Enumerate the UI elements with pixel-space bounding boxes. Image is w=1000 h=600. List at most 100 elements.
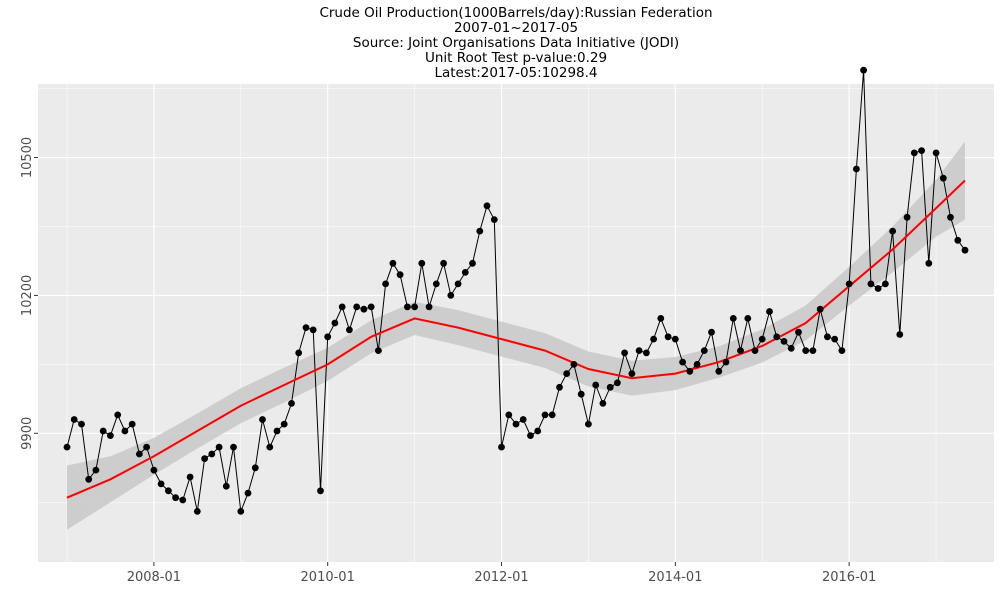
data-point (910, 149, 918, 157)
data-point (389, 259, 397, 267)
data-point (85, 475, 93, 483)
data-point (295, 349, 303, 357)
data-point (165, 487, 172, 495)
data-point (548, 411, 556, 419)
data-point (143, 443, 151, 451)
data-point (230, 443, 237, 451)
data-point (179, 496, 187, 504)
data-point (331, 319, 339, 327)
data-point (773, 333, 781, 341)
confidence-band (67, 141, 965, 530)
data-point (751, 347, 759, 354)
x-tick-label: 2012-01 (474, 570, 528, 585)
data-point (679, 358, 686, 366)
data-point (172, 494, 180, 502)
data-point (737, 347, 744, 354)
data-point (483, 202, 491, 210)
data-point (324, 333, 332, 341)
data-point (498, 443, 505, 451)
data-point (425, 303, 433, 311)
data-points (63, 66, 969, 515)
data-point (643, 349, 650, 357)
data-point (411, 303, 418, 311)
data-point (346, 326, 353, 334)
data-point (961, 246, 969, 254)
data-point (939, 174, 947, 182)
data-point (114, 411, 122, 419)
data-point (947, 213, 954, 221)
data-point (744, 315, 752, 322)
data-point (476, 227, 484, 235)
data-point (404, 303, 411, 311)
data-point (556, 383, 563, 391)
data-point (729, 315, 737, 322)
data-point (925, 259, 933, 267)
data-point (353, 303, 361, 311)
data-point (418, 259, 426, 267)
data-point (606, 383, 614, 391)
data-point (121, 427, 129, 435)
data-point (838, 347, 846, 354)
data-point (244, 489, 252, 497)
data-point (461, 269, 469, 276)
y-tick-label: 10500 (20, 137, 35, 178)
data-point (802, 347, 810, 354)
data-point (447, 292, 455, 299)
data-point (853, 165, 860, 173)
data-point (599, 400, 607, 407)
data-point (570, 361, 578, 368)
confidence-band-layer (67, 141, 965, 530)
data-point (671, 335, 679, 343)
data-point (186, 473, 194, 481)
data-point (490, 216, 498, 224)
data-point (614, 379, 621, 387)
chart-title: Crude Oil Production(1000Barrels/day):Ru… (319, 5, 712, 21)
data-point (215, 443, 223, 451)
data-point (519, 416, 527, 423)
title-block: Crude Oil Production(1000Barrels/day):Ru… (319, 5, 712, 81)
data-point (932, 149, 940, 157)
data-point (831, 335, 839, 343)
y-tick-label: 9900 (20, 417, 35, 450)
data-point (302, 324, 310, 331)
plot-panel (38, 84, 994, 562)
x-tick-label: 2008-01 (127, 570, 181, 585)
data-point (63, 443, 71, 451)
data-point (107, 432, 114, 439)
data-point (686, 367, 694, 375)
data-point (534, 427, 542, 435)
data-point (867, 280, 875, 288)
data-point (585, 420, 592, 428)
data-point (766, 308, 773, 315)
data-point (92, 466, 100, 474)
data-point (874, 285, 882, 292)
data-point (222, 482, 230, 490)
data-point (664, 333, 672, 341)
unit-root-line: Unit Root Test p-value:0.29 (425, 50, 607, 66)
data-point (527, 432, 534, 439)
data-point (440, 259, 447, 267)
data-point (375, 347, 382, 354)
data-point (700, 347, 708, 354)
data-point (809, 347, 817, 354)
data-point (505, 411, 513, 419)
data-point (896, 331, 904, 338)
data-point (824, 333, 831, 341)
smooth-line-layer (66, 179, 966, 499)
data-point (201, 455, 209, 462)
data-point (150, 466, 158, 474)
data-point (208, 450, 216, 458)
data-point (288, 400, 295, 407)
latest-line: Latest:2017-05:10298.4 (434, 65, 597, 81)
data-point (635, 347, 643, 354)
data-point (889, 227, 896, 235)
data-point (432, 280, 440, 288)
data-point (722, 358, 730, 366)
data-point (78, 420, 85, 428)
x-tick-label: 2010-01 (301, 570, 355, 585)
data-point (918, 147, 925, 155)
data-point (128, 420, 136, 428)
data-point (577, 390, 585, 398)
data-point (266, 443, 274, 451)
